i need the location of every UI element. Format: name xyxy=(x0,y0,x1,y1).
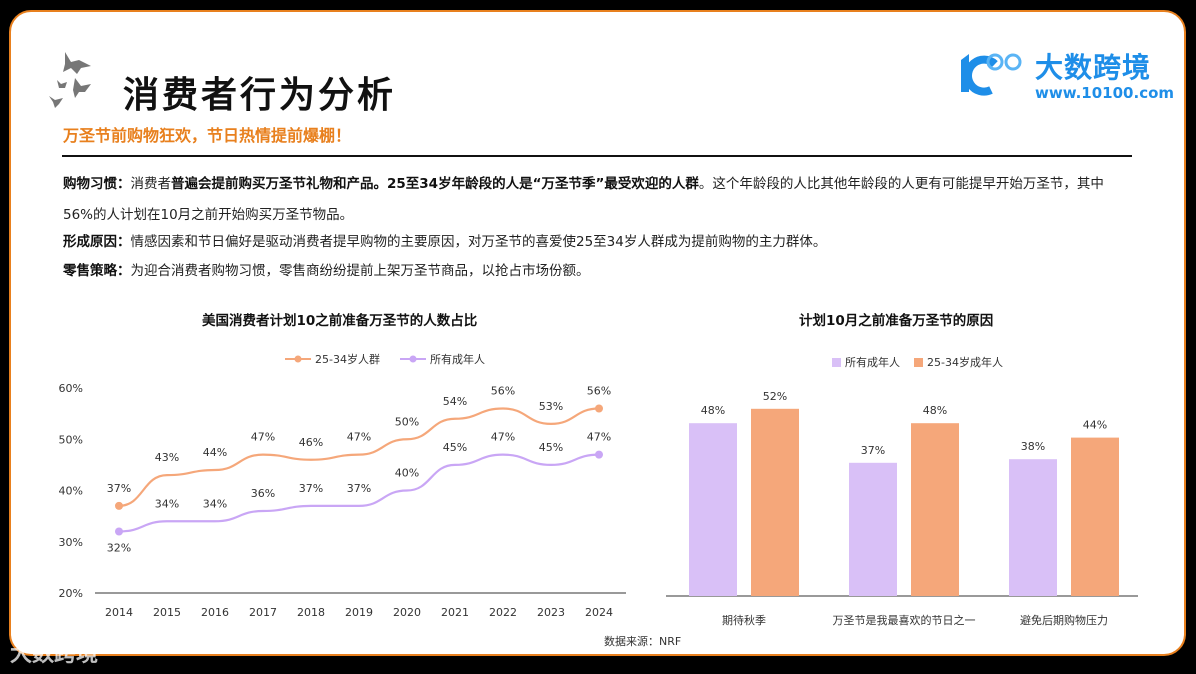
legend-label: 25-34岁人群 xyxy=(315,353,380,366)
data-source: 数据来源：NRF xyxy=(604,635,682,648)
text: 。这个年龄段的人比其他年龄段的人更有可能提早开始万圣节，其中56%的人计划在10… xyxy=(63,176,1104,223)
data-label: 37% xyxy=(347,482,371,495)
y-tick-label: 60% xyxy=(59,382,83,395)
x-tick-label: 避免后期购物压力 xyxy=(1020,613,1108,627)
x-tick-label: 万圣节是我最喜欢的节日之一 xyxy=(833,613,976,627)
slide-card: 消费者行为分析 大数跨境 www.10100.com xyxy=(9,10,1186,656)
label: 购物习惯： xyxy=(63,176,131,192)
text: 为迎合消费者购物习惯，零售商纷纷提前上架万圣节商品，以抢占市场份额。 xyxy=(130,263,590,279)
data-label: 47% xyxy=(491,431,515,444)
data-label: 34% xyxy=(203,497,227,510)
data-label: 48% xyxy=(923,404,947,417)
bar xyxy=(911,423,959,596)
data-label: 46% xyxy=(299,436,323,449)
bar xyxy=(689,423,737,596)
data-label: 37% xyxy=(861,444,885,457)
data-point xyxy=(115,527,123,536)
x-tick-label: 2016 xyxy=(201,606,229,619)
legend-orange-swatch xyxy=(914,357,923,367)
x-tick-label: 2018 xyxy=(297,606,325,619)
bar xyxy=(849,462,897,596)
data-label: 56% xyxy=(587,385,611,398)
data-label: 36% xyxy=(251,487,275,500)
x-tick-label: 2024 xyxy=(585,606,613,619)
text: 消费者 xyxy=(130,176,172,192)
legend-label: 所有成年人 xyxy=(845,356,900,369)
paragraph-habits: 购物习惯：消费者普遍会提前购买万圣节礼物和产品。25至34岁年龄段的人是“万圣节… xyxy=(63,169,1123,231)
watermark: 大数跨境 xyxy=(10,642,99,667)
data-label: 52% xyxy=(763,390,787,403)
line-chart-title: 美国消费者计划10之前准备万圣节的人数占比 xyxy=(202,313,478,329)
bats-icon xyxy=(49,52,91,108)
bar-legend: 所有成年人 25-34岁成年人 xyxy=(832,354,1003,370)
data-label: 48% xyxy=(701,404,725,417)
bar xyxy=(1071,437,1119,596)
data-label: 40% xyxy=(395,467,419,480)
series-line xyxy=(118,407,600,507)
data-label: 38% xyxy=(1021,440,1045,453)
data-label: 45% xyxy=(443,441,467,454)
data-label: 43% xyxy=(155,451,179,464)
data-label: 44% xyxy=(203,446,227,459)
y-tick-label: 50% xyxy=(59,433,83,446)
page-title: 消费者行为分析 xyxy=(123,75,397,116)
x-tick-label: 2019 xyxy=(345,606,373,619)
logo-brand: 大数跨境 xyxy=(1035,51,1152,84)
y-tick-label: 30% xyxy=(59,536,83,549)
data-label: 37% xyxy=(299,482,323,495)
bar xyxy=(751,408,799,596)
series-line xyxy=(118,453,600,533)
data-label: 54% xyxy=(443,395,467,408)
x-tick-label: 期待秋季 xyxy=(722,613,766,627)
x-tick-label: 2017 xyxy=(249,606,277,619)
paragraph-reasons: 形成原因：情感因素和节日偏好是驱动消费者提早购物的主要原因，对万圣节的喜爱使25… xyxy=(63,232,1123,252)
data-label: 44% xyxy=(1083,419,1107,432)
y-tick-label: 40% xyxy=(59,485,83,498)
subtitle: 万圣节前购物狂欢，节日热情提前爆棚！ xyxy=(63,126,352,145)
y-tick-label: 20% xyxy=(59,587,83,600)
logo-mark-icon xyxy=(961,53,1022,96)
line-legend: 25-34岁人群 所有成年人 xyxy=(285,351,485,367)
bar xyxy=(1009,459,1057,596)
legend-purple-swatch xyxy=(832,357,841,367)
bold-text: 普遍会提前购买万圣节礼物和产品。25至34岁年龄段的人是“万圣节季”最受欢迎的人… xyxy=(171,176,699,192)
x-tick-label: 2022 xyxy=(489,606,517,619)
legend-purple-marker xyxy=(399,355,426,363)
data-point xyxy=(595,450,603,459)
legend-label: 所有成年人 xyxy=(429,353,485,366)
data-label: 47% xyxy=(251,431,275,444)
data-label: 56% xyxy=(491,385,515,398)
data-label: 53% xyxy=(539,400,563,413)
legend-orange-marker xyxy=(285,355,311,363)
data-point xyxy=(595,404,603,413)
x-tick-label: 2015 xyxy=(153,606,181,619)
label: 形成原因： xyxy=(63,234,131,250)
data-label: 32% xyxy=(107,542,131,555)
bar-chart-title: 计划10月之前准备万圣节的原因 xyxy=(799,313,994,329)
x-tick-label: 2023 xyxy=(537,606,565,619)
data-point xyxy=(115,501,123,510)
legend-label: 25-34岁成年人 xyxy=(927,356,1003,369)
divider xyxy=(62,155,1132,157)
x-tick-label: 2020 xyxy=(393,606,421,619)
data-label: 34% xyxy=(155,497,179,510)
data-label: 47% xyxy=(587,431,611,444)
data-label: 45% xyxy=(539,441,563,454)
data-label: 47% xyxy=(347,431,371,444)
logo-url: www.10100.com xyxy=(1035,84,1175,102)
logo: 大数跨境 www.10100.com xyxy=(955,46,1174,106)
paragraph-strategy: 零售策略：为迎合消费者购物习惯，零售商纷纷提前上架万圣节商品，以抢占市场份额。 xyxy=(63,261,1123,281)
data-label: 37% xyxy=(107,482,131,495)
x-tick-label: 2021 xyxy=(441,606,469,619)
data-label: 50% xyxy=(395,415,419,428)
x-tick-label: 2014 xyxy=(105,606,133,619)
text: 情感因素和节日偏好是驱动消费者提早购物的主要原因，对万圣节的喜爱使25至34岁人… xyxy=(130,234,827,250)
label: 零售策略： xyxy=(63,263,131,279)
